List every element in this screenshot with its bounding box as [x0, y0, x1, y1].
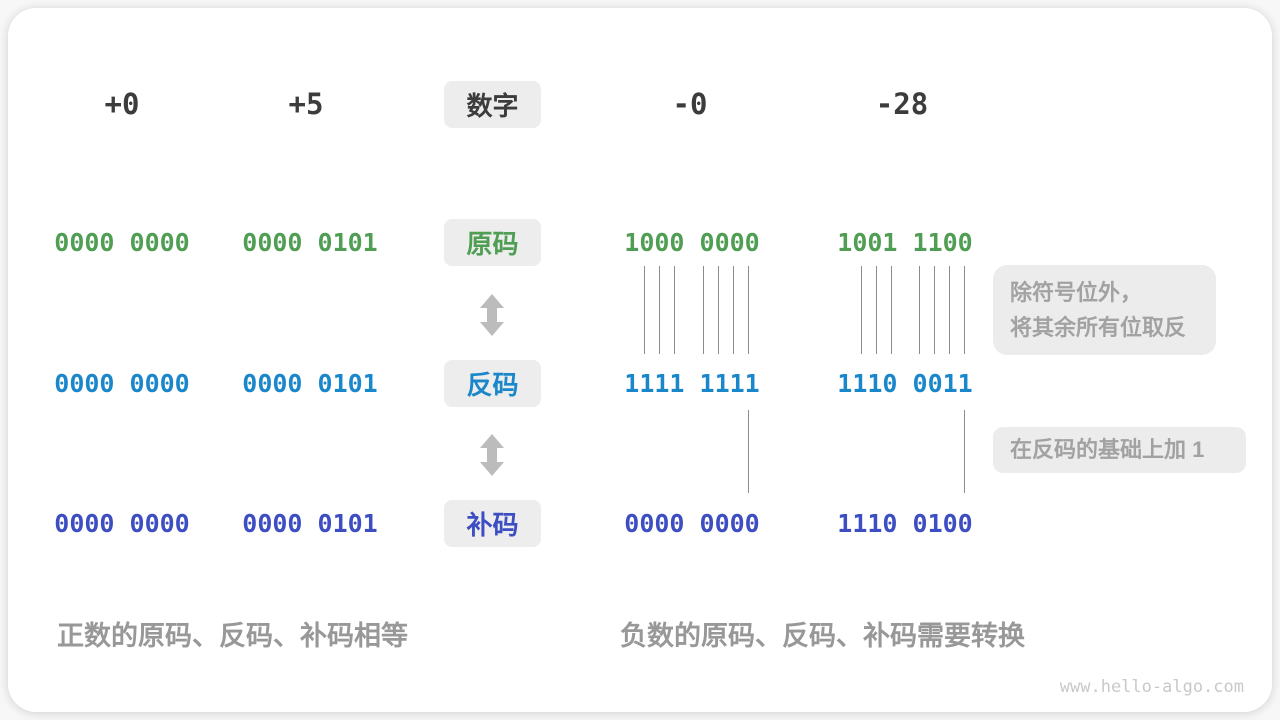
caption-positive-numbers: 正数的原码、反码、补码相等 — [57, 621, 408, 651]
add-one-line-neg28 — [964, 410, 965, 493]
ones-complement-pos0: 0000 0000 — [54, 369, 190, 398]
ones-complement-neg28: 1110 0011 — [837, 369, 973, 398]
header-value-neg28: -28 — [875, 87, 929, 121]
ones-complement-neg0: 1111 1111 — [624, 369, 760, 398]
twos-complement-neg0: 0000 0000 — [624, 509, 760, 538]
add-one-line-neg0 — [748, 410, 749, 493]
watermark-url: www.hello-algo.com — [1059, 677, 1244, 697]
sign-magnitude-pos5: 0000 0101 — [242, 228, 378, 257]
sign-magnitude-neg28: 1001 1100 — [837, 228, 973, 257]
bit-invert-lines-neg0 — [644, 266, 749, 354]
note-invert-bits-line2: 将其余所有位取反 — [1010, 315, 1187, 340]
ones-complement-label: 反码 — [444, 360, 541, 407]
sign-magnitude-neg0: 1000 0000 — [624, 228, 760, 257]
sign-magnitude-label: 原码 — [444, 219, 541, 266]
double-arrow-icon — [480, 434, 504, 476]
twos-complement-pos5: 0000 0101 — [242, 509, 378, 538]
bit-invert-lines-neg28 — [861, 266, 965, 354]
double-arrow-icon — [480, 294, 504, 336]
header-value-pos0: +0 — [104, 87, 140, 121]
note-add-one: 在反码的基础上加 1 — [993, 427, 1246, 473]
caption-negative-numbers: 负数的原码、反码、补码需要转换 — [620, 621, 1025, 651]
twos-complement-pos0: 0000 0000 — [54, 509, 190, 538]
header-value-neg0: -0 — [672, 87, 708, 121]
note-invert-bits-line1: 除符号位外， — [1010, 280, 1143, 305]
ones-complement-pos5: 0000 0101 — [242, 369, 378, 398]
twos-complement-label: 补码 — [444, 500, 541, 547]
sign-magnitude-pos0: 0000 0000 — [54, 228, 190, 257]
header-label-number: 数字 — [444, 81, 541, 128]
figure-card — [8, 8, 1272, 712]
header-value-pos5: +5 — [288, 87, 324, 121]
note-invert-bits: 除符号位外， 将其余所有位取反 — [993, 265, 1216, 355]
twos-complement-neg28: 1110 0100 — [837, 509, 973, 538]
